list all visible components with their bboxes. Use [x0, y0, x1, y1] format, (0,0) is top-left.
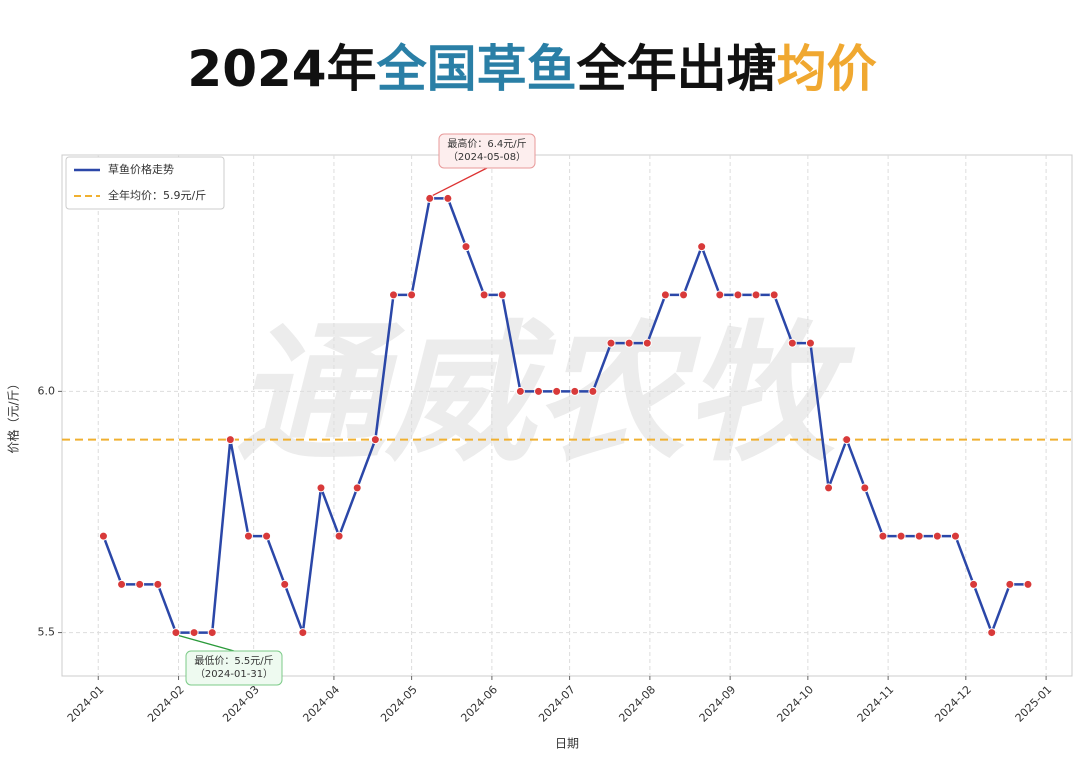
x-tick-label: 2024-08 [616, 683, 658, 725]
annotation-box [185, 650, 283, 686]
point-marker [225, 435, 235, 445]
point-marker [660, 290, 670, 300]
x-tick-label: 2024-06 [458, 683, 500, 725]
point-marker [98, 531, 108, 541]
y-tick-label: 6.0 [38, 384, 56, 397]
point-marker [135, 579, 145, 589]
annotation-text: 最低价：5.5元/斤 [194, 654, 273, 667]
point-marker [606, 338, 616, 348]
point-marker [570, 386, 580, 396]
x-tick-label: 2024-10 [774, 683, 816, 725]
point-marker [243, 531, 253, 541]
point-marker [733, 290, 743, 300]
plot-frame [61, 154, 1073, 677]
point-marker [642, 338, 652, 348]
point-marker [316, 483, 326, 493]
point-marker [497, 290, 507, 300]
annotation-box [438, 133, 536, 169]
point-marker [370, 435, 380, 445]
point-marker [189, 628, 199, 638]
point-marker [352, 483, 362, 493]
x-tick-label: 2024-03 [220, 683, 262, 725]
title-part: 全国草鱼 [376, 40, 577, 98]
title-part: 2024年 [187, 40, 376, 98]
title-part: 均价 [777, 40, 877, 98]
point-marker [207, 628, 217, 638]
x-tick-label: 2024-11 [855, 683, 897, 725]
y-axis-label: 价格（元/斤） [6, 377, 21, 453]
point-marker [805, 338, 815, 348]
x-tick-label: 2025-01 [1013, 683, 1055, 725]
point-marker [679, 290, 689, 300]
chart-title: 2024年全国草鱼全年出塘均价 [187, 40, 876, 98]
legend-box [65, 156, 225, 210]
point-marker [407, 290, 417, 300]
title-part: 全年出塘 [576, 40, 777, 98]
legend-label: 草鱼价格走势 [108, 162, 174, 176]
annotation-arrow [178, 634, 235, 652]
point-marker [443, 193, 453, 203]
x-tick-label: 2024-01 [65, 683, 107, 725]
point-marker [153, 579, 163, 589]
point-marker [461, 242, 471, 252]
point-marker [624, 338, 634, 348]
price-line [102, 197, 1028, 637]
y-tick-label: 5.5 [38, 626, 56, 639]
point-marker [950, 531, 960, 541]
annotation-text: （2024-01-31） [195, 668, 273, 680]
point-marker [1023, 579, 1033, 589]
point-marker [969, 579, 979, 589]
x-tick-label: 2024-07 [536, 683, 578, 725]
x-axis-label: 日期 [555, 737, 579, 751]
point-marker [171, 628, 181, 638]
point-marker [479, 290, 489, 300]
point-marker [425, 193, 435, 203]
point-marker [842, 435, 852, 445]
point-marker [914, 531, 924, 541]
point-marker [1005, 579, 1015, 589]
point-marker [262, 531, 272, 541]
x-tick-label: 2024-02 [145, 683, 187, 725]
point-marker [769, 290, 779, 300]
point-marker [298, 628, 308, 638]
annotation-text: （2024-05-08） [448, 151, 526, 163]
annotation-text: 最高价：6.4元/斤 [447, 137, 526, 150]
point-marker [987, 628, 997, 638]
point-marker [932, 531, 942, 541]
point-marker [515, 386, 525, 396]
x-tick-label: 2024-04 [300, 683, 342, 725]
point-marker [280, 579, 290, 589]
x-tick-label: 2024-12 [932, 683, 974, 725]
point-marker [715, 290, 725, 300]
point-marker [334, 531, 344, 541]
point-marker [824, 483, 834, 493]
point-marker [552, 386, 562, 396]
point-marker [117, 579, 127, 589]
point-marker [896, 531, 906, 541]
point-marker [878, 531, 888, 541]
point-marker [588, 386, 598, 396]
point-marker [860, 483, 870, 493]
watermark: 通威农牧 [235, 308, 856, 482]
point-marker [388, 290, 398, 300]
x-tick-label: 2024-05 [378, 683, 420, 725]
point-marker [787, 338, 797, 348]
annotation-arrow [432, 167, 488, 196]
legend-label: 全年均价：5.9元/斤 [108, 188, 206, 202]
point-marker [534, 386, 544, 396]
x-tick-label: 2024-09 [697, 683, 739, 725]
point-marker [751, 290, 761, 300]
point-marker [697, 242, 707, 252]
